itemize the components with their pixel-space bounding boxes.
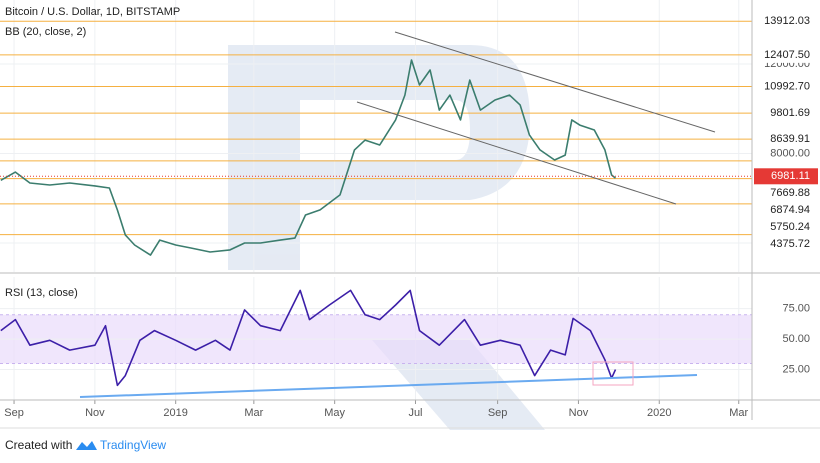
x-tick-label: Sep xyxy=(4,407,24,419)
y-tick-label: 50.00 xyxy=(782,333,810,345)
footer-text: Created with xyxy=(5,438,72,452)
level-label-bg xyxy=(754,13,818,30)
chart-title: Bitcoin / U.S. Dollar, 1D, BITSTAMP xyxy=(5,6,180,18)
x-tick-label: Mar xyxy=(729,407,748,419)
x-tick-label: Mar xyxy=(244,407,263,419)
level-label: 8639.91 xyxy=(770,133,810,145)
x-tick-label: Sep xyxy=(488,407,508,419)
level-label: 10992.70 xyxy=(764,80,810,92)
y-tick-label: 25.00 xyxy=(782,363,810,375)
level-label: 4375.72 xyxy=(770,238,810,250)
y-tick-label: 8000.00 xyxy=(770,147,810,159)
x-tick-label: May xyxy=(324,407,345,419)
last-price-bg xyxy=(754,168,818,185)
x-tick-label: 2019 xyxy=(163,407,187,419)
level-label-bg xyxy=(754,185,818,202)
highlight-box xyxy=(592,361,634,386)
level-label: 9801.69 xyxy=(770,107,810,119)
level-label-bg xyxy=(754,219,818,236)
level-label-bg xyxy=(754,131,818,148)
level-label-bg xyxy=(754,202,818,219)
indicator-label: BB (20, close, 2) xyxy=(5,26,86,38)
y-tick-label: 75.00 xyxy=(782,303,810,315)
brand-logo xyxy=(76,441,97,450)
level-label: 7669.88 xyxy=(770,187,810,199)
level-label: 12407.50 xyxy=(764,49,810,61)
level-label-bg xyxy=(754,236,818,253)
level-label-bg xyxy=(754,78,818,95)
x-tick-label: Nov xyxy=(569,407,589,419)
rsi-trendline xyxy=(79,374,698,398)
x-tick-label: Nov xyxy=(85,407,105,419)
x-tick-label: 2020 xyxy=(647,407,671,419)
level-label-bg xyxy=(754,105,818,122)
level-label-bg xyxy=(754,46,818,63)
level-label: 6874.94 xyxy=(770,204,810,216)
plot-layer: 4000.008000.0012000.0013912.0312407.5010… xyxy=(0,0,818,419)
level-label: 13912.03 xyxy=(764,15,810,27)
series-line xyxy=(0,59,616,256)
channel-lower xyxy=(356,101,677,205)
rsi-title: RSI (13, close) xyxy=(5,287,78,299)
x-tick-label: Jul xyxy=(408,407,422,419)
level-label: 5750.24 xyxy=(770,221,810,233)
channel-upper xyxy=(394,31,716,133)
last-price-label: 6981.11 xyxy=(771,170,810,182)
brand-name[interactable]: TradingView xyxy=(100,438,166,452)
series-line xyxy=(0,289,617,387)
